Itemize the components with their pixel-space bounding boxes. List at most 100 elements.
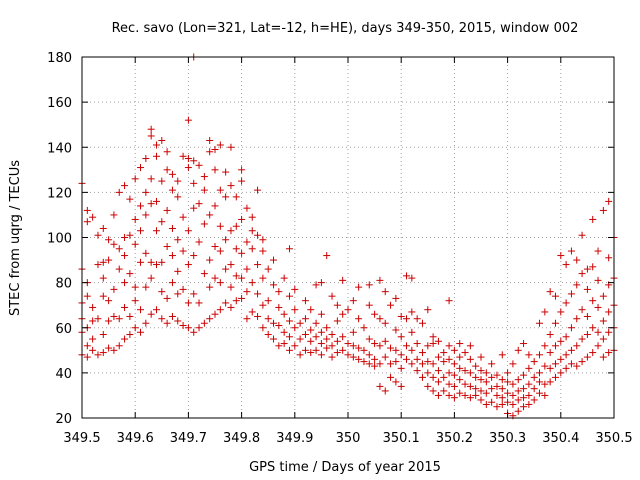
data-point [466, 369, 474, 377]
data-point [131, 324, 139, 332]
data-point [163, 148, 171, 156]
data-point [121, 182, 129, 190]
data-point [174, 236, 182, 244]
data-point [174, 290, 182, 298]
data-point [301, 297, 309, 305]
data-point [105, 256, 113, 264]
data-point [137, 164, 145, 172]
data-point [472, 385, 480, 393]
data-point [498, 376, 506, 384]
data-point [445, 342, 453, 350]
data-point [333, 349, 341, 357]
data-point [317, 279, 325, 287]
data-point [546, 331, 554, 339]
data-point [158, 288, 166, 296]
data-point [418, 360, 426, 368]
data-point [206, 211, 214, 219]
data-point [536, 389, 544, 397]
data-point [152, 197, 160, 205]
data-point [259, 274, 267, 282]
data-point [131, 297, 139, 305]
data-point [195, 299, 203, 307]
data-point [551, 373, 559, 381]
data-point [371, 340, 379, 348]
data-point [333, 337, 341, 345]
data-point [594, 328, 602, 336]
data-point [243, 265, 251, 273]
data-point [147, 200, 155, 208]
data-point [381, 319, 389, 327]
axis-ticks [81, 56, 615, 419]
x-axis-label: GPS time / Days of year 2015 [249, 460, 441, 475]
data-point [137, 306, 145, 314]
data-point [147, 274, 155, 282]
data-point [562, 364, 570, 372]
data-point [583, 285, 591, 293]
data-point [126, 195, 134, 203]
data-point [392, 358, 400, 366]
data-point [317, 340, 325, 348]
data-point [589, 297, 597, 305]
data-point [445, 297, 453, 305]
data-point [99, 331, 107, 339]
data-point [397, 312, 405, 320]
data-point [355, 355, 363, 363]
data-point [514, 387, 522, 395]
data-point [142, 188, 150, 196]
data-point [525, 380, 533, 388]
data-point [509, 391, 517, 399]
data-point [285, 317, 293, 325]
y-tick-label: 60 [55, 322, 72, 337]
data-point [206, 136, 214, 144]
data-point [360, 358, 368, 366]
data-point [216, 306, 224, 314]
data-point [179, 321, 187, 329]
data-point [387, 360, 395, 368]
y-tick-label: 80 [55, 277, 72, 292]
data-point [195, 238, 203, 246]
data-point [445, 380, 453, 388]
data-point [94, 261, 102, 269]
data-point [573, 256, 581, 264]
data-point [270, 281, 278, 289]
x-tick-label: 350.5 [595, 431, 632, 446]
data-point [498, 385, 506, 393]
data-point [482, 378, 490, 386]
data-point [536, 369, 544, 377]
data-point [536, 319, 544, 327]
data-point [573, 342, 581, 350]
data-point [466, 382, 474, 390]
data-point [403, 355, 411, 363]
data-point [222, 265, 230, 273]
data-point [121, 279, 129, 287]
data-point [445, 369, 453, 377]
data-point [200, 173, 208, 181]
data-point [206, 315, 214, 323]
data-point [105, 317, 113, 325]
data-point [200, 186, 208, 194]
data-point [131, 175, 139, 183]
data-point [456, 376, 464, 384]
data-point [530, 385, 538, 393]
data-point [323, 344, 331, 352]
data-point [147, 258, 155, 266]
data-point [562, 299, 570, 307]
data-point [147, 175, 155, 183]
data-point [413, 367, 421, 375]
data-point [456, 364, 464, 372]
data-point [397, 382, 405, 390]
data-point [578, 270, 586, 278]
data-point [200, 220, 208, 228]
data-point [504, 398, 512, 406]
data-point [546, 288, 554, 296]
data-point [472, 373, 480, 381]
data-point [147, 132, 155, 140]
data-point [131, 283, 139, 291]
data-point [551, 292, 559, 300]
data-point [174, 267, 182, 275]
data-point [254, 231, 262, 239]
x-tick-label: 349.5 [63, 431, 100, 446]
data-point [200, 270, 208, 278]
data-point [168, 312, 176, 320]
data-point [461, 367, 469, 375]
